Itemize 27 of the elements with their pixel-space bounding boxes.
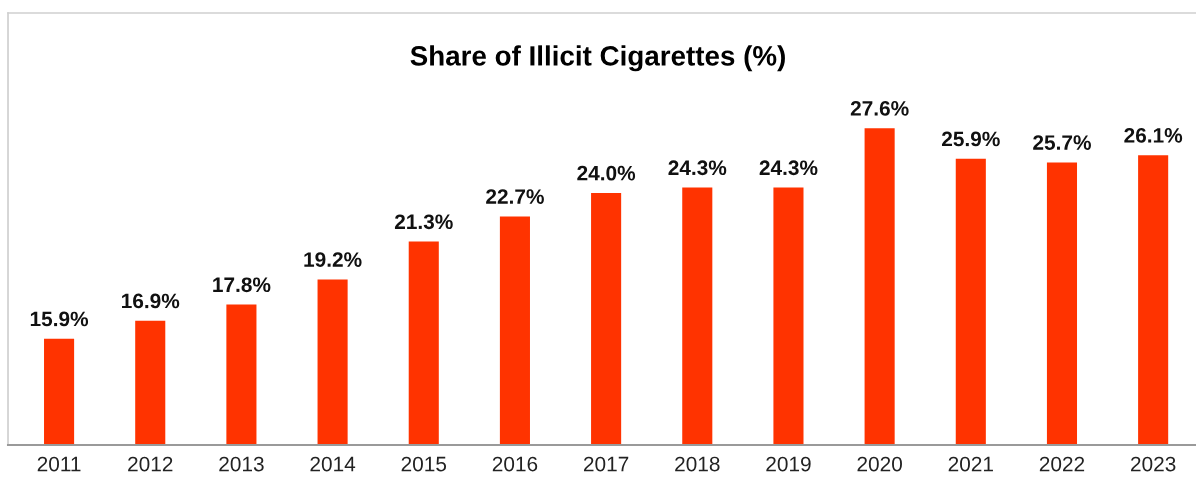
data-label: 24.3% bbox=[668, 160, 727, 176]
x-tick-label: 2013 bbox=[219, 456, 264, 472]
data-label: 21.3% bbox=[394, 214, 453, 230]
data-label: 27.6% bbox=[850, 100, 909, 116]
data-label: 22.7% bbox=[486, 189, 544, 204]
data-label: 25.7% bbox=[1033, 135, 1091, 150]
data-label: 24.0% bbox=[577, 165, 636, 181]
data-label: 15.9% bbox=[30, 311, 89, 327]
x-tick-label: 2014 bbox=[310, 456, 356, 472]
x-tick-label: 2012 bbox=[128, 456, 173, 472]
x-tick-label: 2021 bbox=[948, 456, 993, 472]
x-tick-label: 2016 bbox=[492, 456, 538, 472]
data-label: 25.9% bbox=[941, 131, 1000, 147]
data-label: 16.9% bbox=[122, 293, 180, 309]
data-label: 24.3% bbox=[759, 160, 818, 176]
x-tick-label: 2011 bbox=[37, 456, 81, 472]
data-label: 17.8% bbox=[213, 277, 271, 293]
x-tick-label: 2020 bbox=[857, 456, 902, 472]
x-tick-label: 2019 bbox=[766, 456, 811, 472]
data-label: 26.1% bbox=[1124, 127, 1183, 143]
x-tick-label: 2022 bbox=[1039, 456, 1085, 472]
x-tick-label: 2017 bbox=[583, 456, 629, 472]
x-tick-label: 2018 bbox=[675, 456, 720, 472]
data-label: 19.2% bbox=[304, 252, 362, 267]
x-tick-label: 2015 bbox=[401, 456, 447, 472]
x-tick-label: 2023 bbox=[1131, 456, 1176, 472]
text: Share of Illicit Cigarettes (%) bbox=[410, 45, 785, 72]
